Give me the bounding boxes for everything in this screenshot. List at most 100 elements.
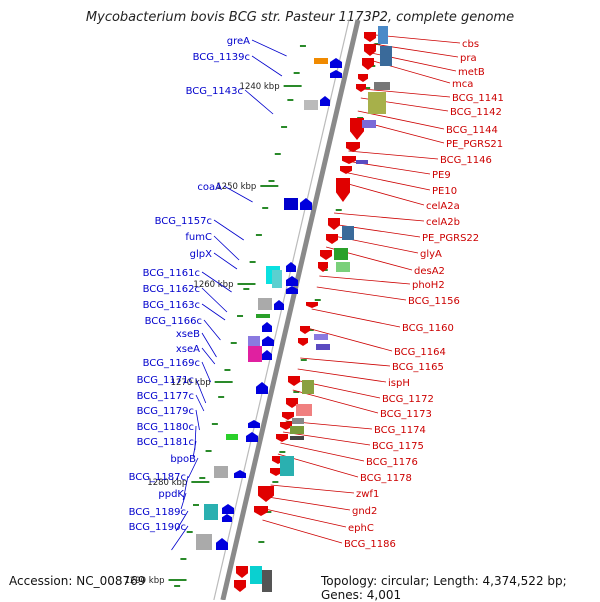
left-label-leader [201,303,226,321]
plus-gene-box [314,334,328,340]
right-label-leader [316,286,407,301]
topology-text: Topology: circular; Length: 4,374,522 bp… [321,574,567,602]
right-gene-label: PE_PGRS22 [422,233,479,244]
right-gene-label: BCG_1156 [408,296,460,307]
right-gene-label: cbs [462,39,479,50]
plus-strand-gene-arrow [358,74,368,82]
right-label-leader [333,212,425,222]
kbp-label: 1250 kbp [216,182,256,192]
right-gene-label: desA2 [414,266,445,277]
right-gene-label: BCG_1173 [380,409,432,420]
kbp-label: 1280 kbp [147,478,187,488]
right-gene-label: glyA [420,249,442,260]
left-label-leader [251,55,283,77]
plus-strand-gene-arrow [234,580,246,592]
right-label-leader [319,275,411,285]
minus-gene-box [258,298,272,310]
left-gene-label: BCG_1187c [129,472,186,483]
left-label-leader [213,235,240,261]
minus-strand-gene-arrow [286,262,296,272]
plus-gene-box [362,120,376,128]
plus-strand-gene-arrow [254,506,268,516]
left-gene-label: BCG_1177c [137,391,194,402]
minus-strand-gene-arrow [330,58,342,68]
right-gene-label: BCG_1146 [440,155,492,166]
right-gene-label: BCG_1165 [392,362,444,373]
minus-strand-gene-arrow [246,432,258,442]
right-label-leader [267,496,351,511]
plus-strand-gene-arrow [328,218,340,230]
right-gene-label: BCG_1142 [450,107,502,118]
left-gene-label: fumC [185,232,212,243]
right-label-leader [348,150,439,160]
left-label-leader [201,271,232,293]
minus-gene-box [272,270,282,288]
plus-strand-gene-arrow [288,376,300,386]
left-gene-label: BCG_1161c [143,268,200,279]
minus-gene-box [248,336,260,346]
left-label-leader [201,287,228,313]
right-gene-label: ephC [348,523,374,534]
kbp-label: 1240 kbp [240,82,280,92]
plus-gene-box [296,404,312,416]
plus-strand-gene-arrow [298,338,308,346]
right-label-leader [341,181,425,206]
right-label-leader [300,357,391,367]
plus-gene-box [316,344,330,350]
minus-strand-gene-arrow [262,336,274,346]
minus-strand-gene-arrow [286,276,298,286]
right-label-leader [264,508,347,528]
left-gene-label: BCG_1163c [143,300,200,311]
left-gene-label: BCG_1157c [155,216,212,227]
minus-strand-gene-arrow [274,300,284,310]
minus-strand-gene-arrow [300,198,312,210]
right-label-leader [270,484,355,494]
minus-gene-box [214,466,228,478]
right-label-leader [262,519,343,544]
left-label-leader [201,361,212,383]
plus-strand-gene-arrow [364,32,376,42]
right-gene-label: BCG_1186 [344,539,396,550]
left-label-leader [192,440,197,458]
minus-gene-box [226,434,238,440]
plus-gene-box [378,26,388,44]
plus-strand-gene-arrow [336,178,350,202]
right-label-leader [362,88,451,98]
kbp-label: 1260 kbp [193,280,233,290]
plus-strand-gene-arrow [286,398,298,408]
plus-strand-gene-arrow [356,84,366,92]
left-gene-label: BCG_1143c [186,86,243,97]
right-label-leader [280,442,365,462]
left-gene-label: xseB [176,329,200,340]
plus-gene-box [374,82,390,90]
backbone-line [220,19,361,600]
right-gene-label: celA2a [426,201,460,212]
right-gene-label: phoH2 [412,280,445,291]
right-gene-label: gnd2 [352,506,377,517]
map-title: Mycobacterium bovis BCG str. Pasteur 117… [85,10,515,25]
right-gene-label: BCG_1160 [402,323,454,334]
plus-strand-gene-arrow [300,326,310,334]
right-gene-label: PE_PGRS21 [446,139,503,150]
plus-strand-gene-arrow [270,468,282,476]
minus-strand-gene-arrow [256,382,268,394]
left-gene-label: xseA [176,344,200,355]
plus-gene-box [262,570,272,592]
left-gene-label: BCG_1181c [137,437,194,448]
left-gene-label: glpX [190,249,212,260]
plus-strand-gene-arrow [326,234,338,244]
minus-strand-gene-arrow [286,286,298,294]
right-gene-label: PE10 [432,186,457,197]
left-gene-label: ppdK [158,489,184,500]
left-label-leader [195,394,205,412]
minus-strand-gene-arrow [262,350,272,360]
plus-gene-box [302,380,314,394]
right-gene-label: PE9 [432,170,451,181]
left-gene-label: BCG_1166c [145,316,202,327]
right-gene-label: BCG_1176 [366,457,418,468]
left-gene-label: BCG_1190c [129,522,186,533]
right-gene-label: BCG_1178 [360,473,412,484]
minus-gene-box [304,100,318,110]
left-label-leader [171,525,189,551]
left-gene-label: BCG_1180c [137,422,194,433]
